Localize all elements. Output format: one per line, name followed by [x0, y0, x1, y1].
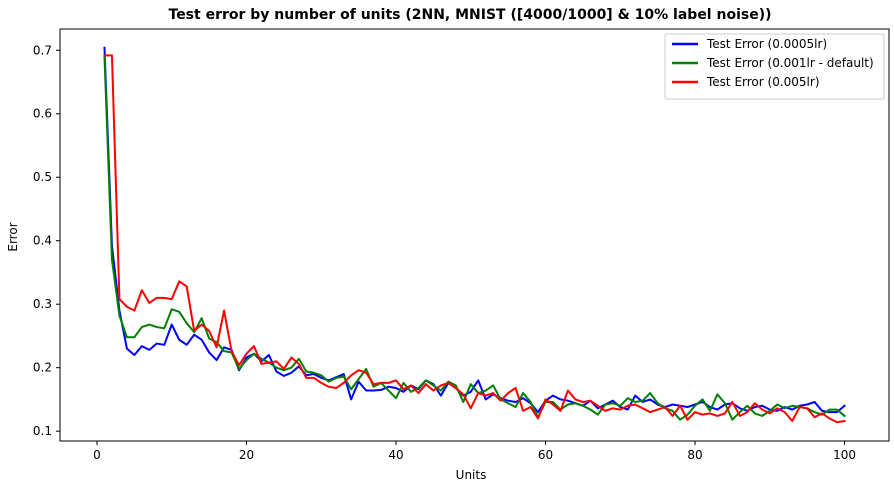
x-tick-label: 100 [833, 448, 856, 462]
legend-box [664, 33, 885, 100]
x-tick-label: 80 [687, 448, 702, 462]
y-tick-label: 0.2 [33, 361, 52, 375]
chart-title: Test error by number of units (2NN, MNIS… [169, 7, 772, 23]
y-axis-label: Error [6, 222, 20, 251]
y-tick-label: 0.3 [33, 297, 52, 311]
y-axis: 0.1 0.2 0.3 0.4 0.5 0.6 0.7 [33, 43, 60, 438]
legend-label: Test Error (0.0005lr) [706, 37, 827, 51]
legend: Test Error (0.0005lr) Test Error (0.001lr… [664, 33, 885, 100]
y-tick-label: 0.6 [33, 107, 52, 121]
series-line-1 [103, 46, 846, 414]
x-axis: 0 20 40 60 80 100 [93, 441, 856, 462]
x-tick-label: 20 [239, 448, 254, 462]
plot-area-frame [59, 28, 890, 442]
y-tick-label: 0.4 [33, 234, 52, 248]
series-layer [103, 46, 846, 424]
y-tick-label: 0.1 [33, 424, 52, 438]
x-tick-label: 0 [93, 448, 101, 462]
x-tick-label: 60 [538, 448, 553, 462]
legend-label: Test Error (0.001lr - default) [706, 56, 874, 70]
series-line-3 [103, 54, 846, 424]
x-tick-label: 40 [388, 448, 403, 462]
y-tick-label: 0.5 [33, 170, 52, 184]
series-line-2 [103, 55, 846, 421]
legend-label: Test Error (0.005lr) [706, 75, 820, 89]
y-tick-label: 0.7 [33, 43, 52, 57]
x-axis-label: Units [456, 468, 487, 482]
